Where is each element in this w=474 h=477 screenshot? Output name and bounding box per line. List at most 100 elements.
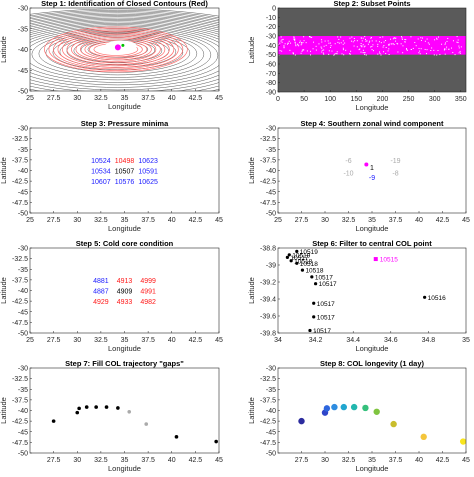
y-tick-label: -32.5: [12, 376, 28, 383]
y-tick-label: -40: [18, 47, 28, 54]
x-tick-label: 27.5: [47, 95, 61, 102]
x-tick-label: 42.5: [189, 217, 203, 224]
y-tick-label: -80: [266, 80, 276, 87]
subset-point: [327, 40, 329, 42]
col-point-label: 10517: [317, 314, 335, 321]
subset-point: [445, 42, 447, 44]
x-tick-label: 27.5: [295, 457, 309, 464]
trajectory-point: [350, 403, 358, 411]
x-tick-label: 37.5: [389, 457, 403, 464]
y-tick-label: -35: [266, 147, 276, 154]
subset-point: [323, 49, 325, 51]
axes-box: [277, 247, 467, 334]
value-label: 10625: [138, 179, 158, 186]
subset-point: [456, 41, 458, 43]
subset-point: [353, 38, 355, 40]
subset-point: [363, 52, 365, 54]
subset-point: [338, 38, 340, 40]
panel-5: 4881 4913 4999 4887 4909 4991 4929 4933 4982 25 27…: [0, 239, 223, 353]
trajectory-point: [51, 419, 56, 423]
trajectory-point: [94, 405, 98, 409]
subset-point: [412, 47, 414, 49]
y-tick-label: -32.5: [12, 136, 28, 143]
open-contour: [30, 13, 219, 23]
open-contour: [38, 32, 198, 76]
x-tick-label: 200: [377, 96, 389, 103]
x-axis-label: Longitude: [108, 224, 141, 233]
subset-point: [419, 50, 421, 52]
col-point: [287, 253, 291, 257]
panel-7: 27.5 30 32.5 35 37.5 40 42.5 45 -30 -32.5 -35 -37.5…: [0, 359, 223, 473]
subset-point: [309, 50, 311, 52]
plot-content: [278, 8, 466, 92]
subset-point: [294, 41, 296, 43]
subset-point: [340, 36, 342, 38]
value-label: 4933: [117, 299, 133, 306]
x-tick-label: 37.5: [141, 457, 155, 464]
subset-point: [362, 44, 364, 46]
y-tick-label: -35: [18, 147, 28, 154]
subset-point: [294, 39, 296, 41]
subset-point: [321, 39, 323, 41]
x-axis-label: Longitude: [356, 103, 389, 112]
x-tick-label: 300: [429, 96, 441, 103]
subset-point: [460, 52, 462, 54]
wind-label: -10: [343, 171, 353, 178]
subset-point: [298, 45, 300, 47]
subset-point: [328, 50, 330, 52]
chart-title: Step 6: Filter to central COL point: [312, 239, 432, 248]
subset-point: [301, 43, 303, 45]
subset-point: [318, 43, 320, 45]
subset-point: [331, 50, 333, 52]
subset-point: [420, 37, 422, 39]
value-label: 4999: [140, 278, 156, 285]
subset-point: [342, 40, 344, 42]
x-axis-label: Longitude: [356, 344, 389, 353]
value-label: 4881: [93, 278, 109, 285]
value-label: 4991: [140, 289, 156, 296]
x-tick-label: 35: [462, 337, 470, 344]
subset-point: [379, 52, 381, 54]
subset-point: [365, 40, 367, 42]
subset-point: [438, 36, 440, 38]
subset-point: [460, 46, 462, 48]
y-tick-label: -42.5: [260, 179, 276, 186]
col-point-label: 10518: [294, 258, 312, 265]
subset-point: [306, 50, 308, 52]
subset-point: [279, 50, 281, 52]
wind-label: 1: [370, 165, 374, 172]
x-tick-label: 32.5: [94, 337, 108, 344]
x-tick-label: 45: [215, 95, 223, 102]
y-tick-label: -39.2: [260, 280, 276, 287]
subset-point: [388, 43, 390, 45]
subset-point: [362, 52, 364, 54]
x-tick-label: 42.5: [436, 457, 450, 464]
subset-point: [321, 51, 323, 53]
subset-point: [370, 37, 372, 39]
trajectory-point: [362, 404, 369, 412]
subset-point: [361, 46, 363, 48]
trajectory-point: [459, 438, 466, 445]
y-tick-label: -40: [18, 408, 28, 415]
subset-point: [302, 49, 304, 51]
subset-point: [360, 37, 362, 39]
subset-point: [294, 54, 296, 56]
subset-point: [278, 44, 280, 46]
x-tick-label: 350: [455, 96, 467, 103]
y-tick-label: -40: [18, 168, 28, 175]
subset-point: [420, 39, 422, 41]
subset-point: [281, 50, 283, 52]
x-tick-label: 25: [274, 217, 282, 224]
subset-point: [380, 54, 382, 56]
subset-point: [393, 37, 395, 39]
subset-point: [342, 43, 344, 45]
subset-point: [359, 48, 361, 50]
col-point-label: 10517: [313, 328, 331, 335]
subset-point: [396, 42, 398, 44]
y-tick-label: -30: [18, 126, 28, 133]
closed-contour: [62, 32, 170, 67]
subset-point: [325, 44, 327, 46]
y-tick-label: -35: [18, 26, 28, 33]
subset-point: [303, 36, 305, 38]
value-label: 4929: [93, 299, 109, 306]
